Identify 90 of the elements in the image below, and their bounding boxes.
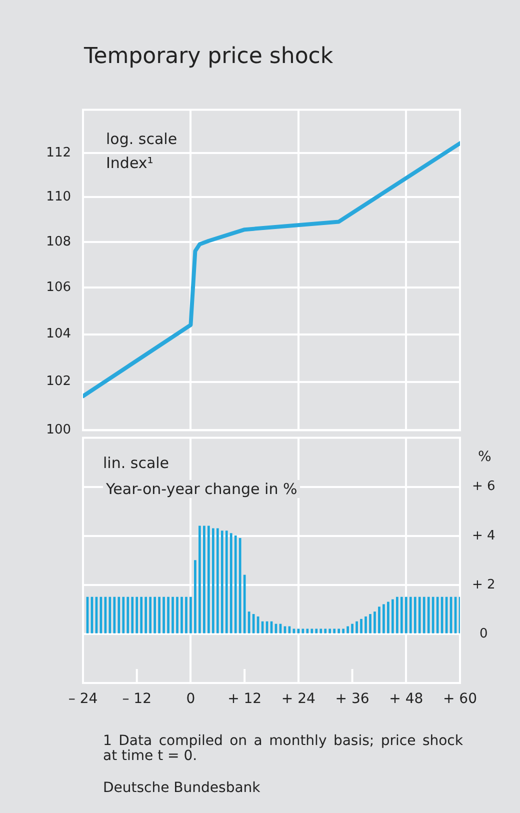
bar xyxy=(220,530,224,634)
bar xyxy=(392,599,394,634)
y-tick-label: 104 xyxy=(46,326,71,342)
bar xyxy=(387,602,390,634)
bar xyxy=(225,530,228,634)
bar xyxy=(194,560,196,634)
bar xyxy=(122,596,125,634)
bar xyxy=(418,596,421,634)
bar xyxy=(400,596,403,634)
y-tick-label: 112 xyxy=(46,145,71,160)
bar xyxy=(172,596,174,634)
bar xyxy=(422,596,426,634)
x-tick-label: + 48 xyxy=(389,691,424,708)
y-tick-label: 106 xyxy=(46,280,71,296)
chart-title: Temporary price shock xyxy=(84,44,334,69)
y-tick-label: + 2 xyxy=(472,577,496,592)
bar xyxy=(131,596,134,634)
x-tick-label: 0 xyxy=(186,691,196,708)
bar xyxy=(351,624,354,634)
x-tick-label: + 36 xyxy=(335,691,370,708)
bar xyxy=(324,628,327,634)
bar xyxy=(185,596,188,634)
bar xyxy=(342,628,344,634)
bar xyxy=(118,596,120,634)
annotation: log. scale xyxy=(103,130,180,148)
bar xyxy=(144,596,148,634)
annotation: Index¹ xyxy=(103,154,156,172)
bar xyxy=(207,526,210,634)
bar xyxy=(149,596,152,634)
y-tick-label: 108 xyxy=(46,234,71,250)
bar xyxy=(409,596,412,634)
x-tick-label: – 12 xyxy=(122,691,152,708)
bar xyxy=(414,596,416,634)
bar xyxy=(108,596,112,634)
bar xyxy=(297,628,300,634)
bar xyxy=(176,596,178,634)
bar xyxy=(328,628,332,634)
bar xyxy=(162,596,165,634)
bar xyxy=(374,612,376,634)
bar xyxy=(136,596,138,634)
bar xyxy=(167,596,170,634)
bar xyxy=(315,628,318,634)
bar xyxy=(382,604,385,634)
x-tick-label: + 12 xyxy=(228,691,262,708)
bar xyxy=(310,628,314,634)
y-tick-label: 0 xyxy=(480,626,488,642)
y-tick-label: 110 xyxy=(46,190,71,205)
y-axis-title: % xyxy=(478,449,492,465)
bar xyxy=(126,596,130,634)
bar xyxy=(369,614,372,634)
bar xyxy=(154,596,156,634)
bar xyxy=(404,596,408,634)
bar xyxy=(302,628,304,634)
bar xyxy=(292,628,296,634)
bar xyxy=(234,536,237,634)
y-tick-label: + 4 xyxy=(472,528,496,544)
bar xyxy=(306,628,309,634)
bar xyxy=(346,626,349,634)
bar xyxy=(212,528,214,634)
bar xyxy=(427,596,430,634)
bar xyxy=(216,528,219,634)
x-tick-label: – 24 xyxy=(68,691,98,708)
x-tick-label: + 60 xyxy=(443,691,477,708)
text: Deutsche Bundesbank xyxy=(103,780,260,796)
bar xyxy=(203,526,206,634)
y-tick-label: 102 xyxy=(46,374,71,390)
bar xyxy=(356,621,358,634)
bar xyxy=(320,628,322,634)
annotation: lin. scale xyxy=(103,454,170,472)
y-tick-label: 100 xyxy=(46,422,71,438)
bar xyxy=(396,596,398,634)
text: 1 Data compiled on a monthly basis; price shock at time t = 0. xyxy=(103,733,463,764)
bar xyxy=(230,533,232,634)
annotation: Year-on-year change in % xyxy=(103,480,300,498)
bar xyxy=(113,596,116,634)
x-tick-label: + 24 xyxy=(281,691,316,708)
bar xyxy=(378,606,380,634)
bar xyxy=(364,616,367,634)
bar xyxy=(360,618,362,634)
bar xyxy=(432,596,434,634)
bar xyxy=(180,596,183,634)
bar xyxy=(243,574,246,634)
bar xyxy=(158,596,160,634)
bar xyxy=(338,628,340,634)
y-tick-label: + 6 xyxy=(472,479,496,494)
bar xyxy=(140,596,143,634)
bar xyxy=(198,526,201,634)
bar xyxy=(190,596,192,634)
bar xyxy=(333,628,336,634)
bar xyxy=(238,538,242,634)
